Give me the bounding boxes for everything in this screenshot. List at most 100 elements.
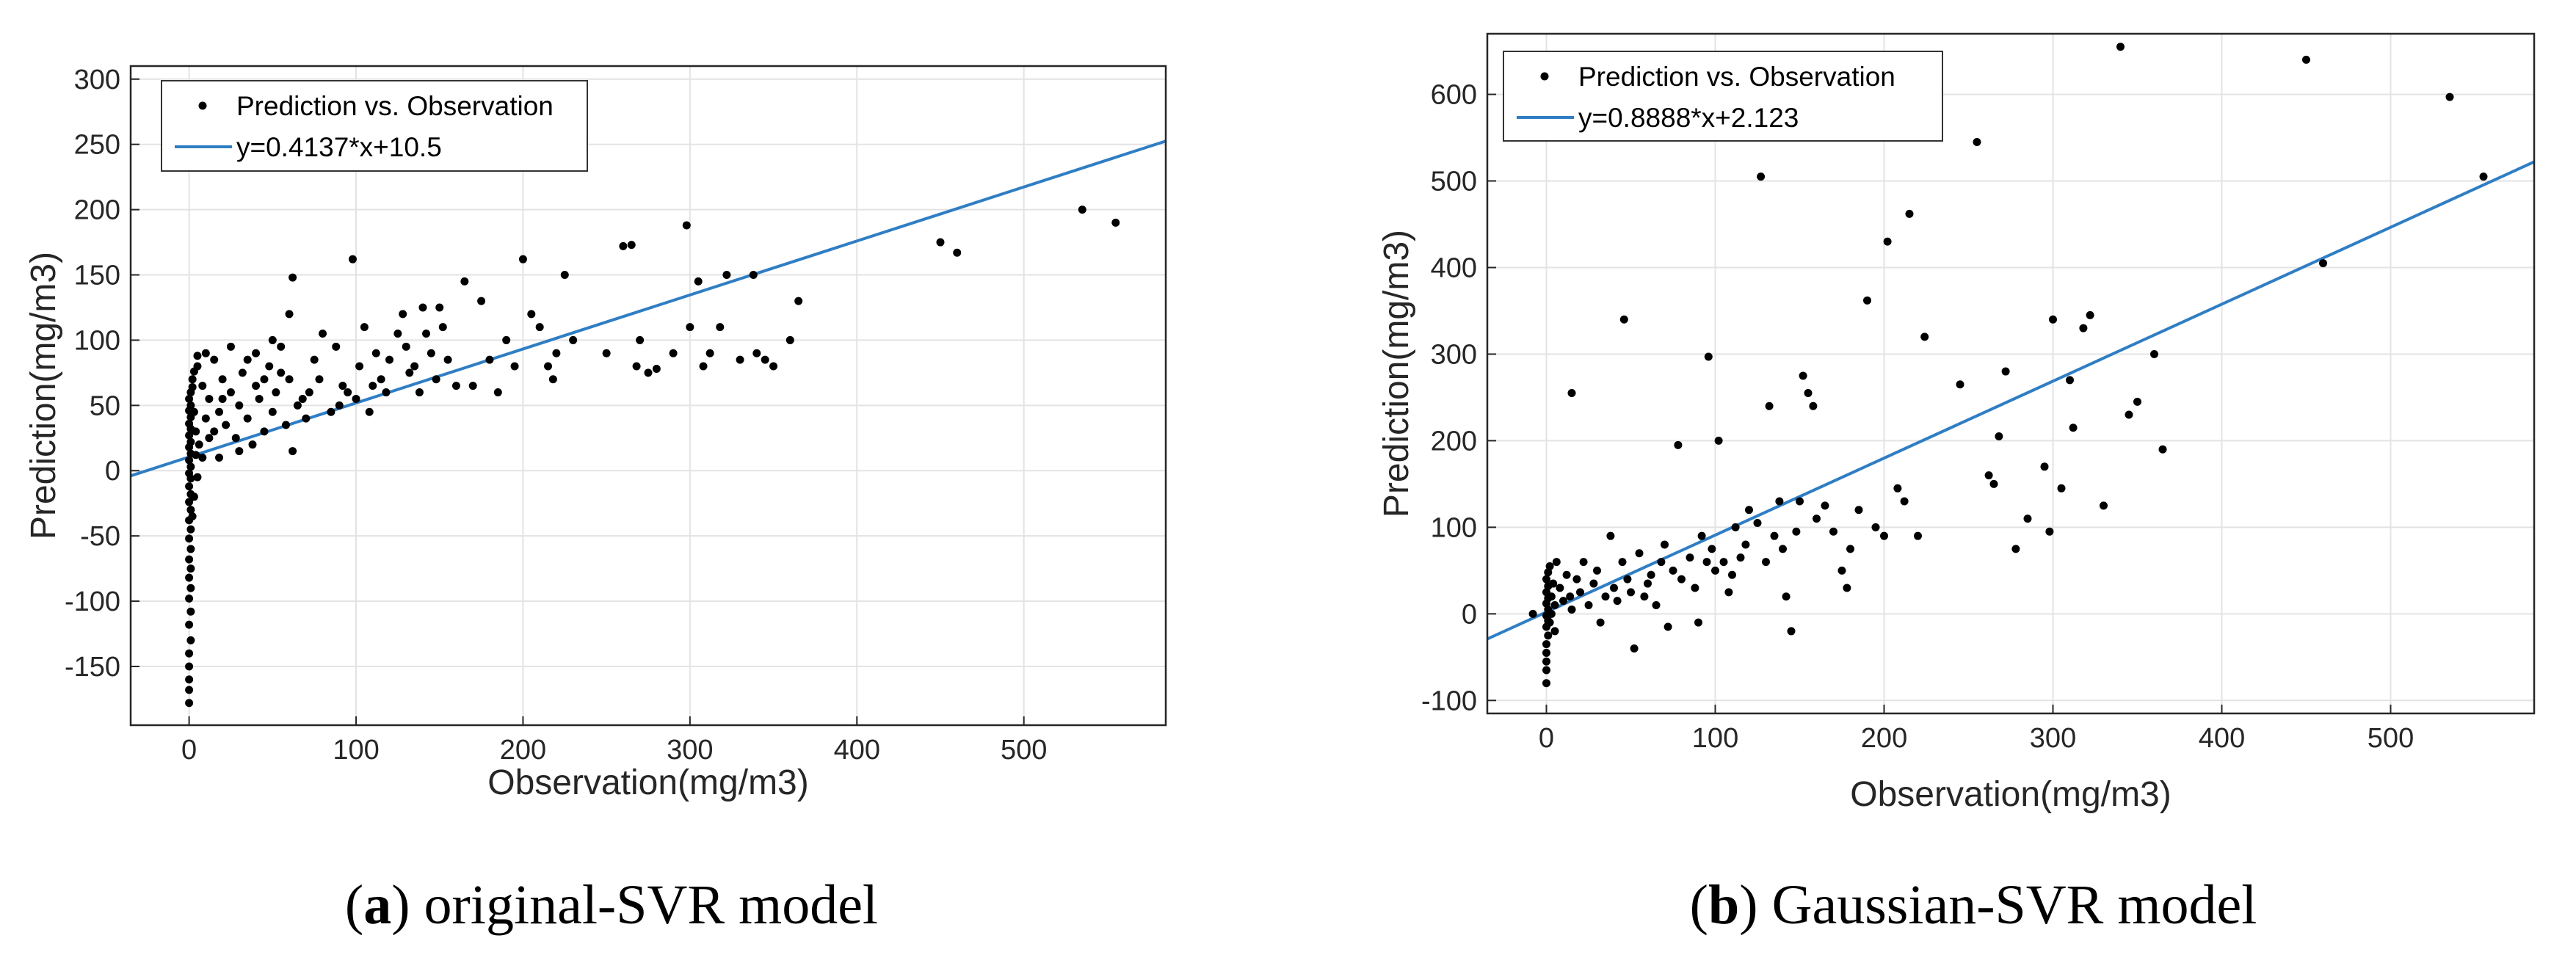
data-point xyxy=(260,375,269,384)
data-point xyxy=(298,394,307,403)
data-point xyxy=(2001,367,2010,376)
caption-title-b: Gaussian-SVR model xyxy=(1772,874,2257,936)
data-point xyxy=(460,277,469,286)
data-point xyxy=(355,362,364,371)
data-point xyxy=(1542,666,1550,675)
data-point xyxy=(344,388,352,397)
data-point xyxy=(1544,631,1553,640)
data-point xyxy=(185,620,194,629)
data-point xyxy=(1804,389,1813,398)
data-point xyxy=(289,447,297,456)
y-tick-label: 600 xyxy=(1431,80,1477,111)
y-tick-label: 50 xyxy=(90,390,120,421)
data-point xyxy=(293,401,302,410)
data-point xyxy=(548,375,557,384)
data-point xyxy=(201,349,210,357)
data-point xyxy=(405,368,414,377)
data-point xyxy=(410,362,419,371)
data-point xyxy=(192,451,200,459)
data-point xyxy=(238,368,247,377)
data-point xyxy=(1627,588,1635,597)
y-axis-label-a: Prediction(mg/m3) xyxy=(24,252,63,539)
data-point xyxy=(1623,575,1632,584)
data-point xyxy=(1550,601,1559,610)
data-point xyxy=(198,382,207,390)
data-point xyxy=(1556,584,1564,592)
data-point xyxy=(1782,592,1790,601)
scatter-points-a xyxy=(185,206,1120,708)
data-point xyxy=(1846,545,1854,553)
data-point xyxy=(193,352,202,360)
data-point xyxy=(193,473,202,481)
data-point xyxy=(1905,209,1914,218)
caption-a: (a) original-SVR model xyxy=(345,874,878,936)
data-point xyxy=(1542,648,1550,657)
data-point xyxy=(218,375,227,384)
data-point xyxy=(477,297,486,305)
data-point xyxy=(285,375,294,384)
x-tick-label: 300 xyxy=(2030,723,2076,754)
data-point xyxy=(438,323,447,332)
data-point xyxy=(185,649,194,658)
data-point xyxy=(1995,432,2003,441)
data-point xyxy=(1657,558,1666,567)
data-point xyxy=(1787,627,1796,636)
data-point xyxy=(682,221,691,230)
data-point xyxy=(186,564,195,573)
data-point xyxy=(652,365,661,374)
data-point xyxy=(185,456,194,465)
data-point xyxy=(282,421,290,429)
data-point xyxy=(1770,531,1779,540)
data-point xyxy=(265,362,274,371)
data-point xyxy=(2445,92,2454,101)
data-point xyxy=(736,355,744,364)
x-tick-label: 200 xyxy=(1861,723,1907,754)
x-tick-label: 100 xyxy=(1692,723,1738,754)
data-point xyxy=(1576,588,1584,597)
data-point xyxy=(451,382,460,390)
data-point xyxy=(1545,561,1554,570)
data-point xyxy=(418,303,427,312)
data-point xyxy=(1741,540,1750,549)
data-point xyxy=(1542,640,1550,649)
data-point xyxy=(627,241,636,250)
data-point xyxy=(953,248,962,257)
data-point xyxy=(1880,531,1888,540)
x-tick-label: 0 xyxy=(1539,723,1554,754)
data-point xyxy=(268,335,277,344)
data-point xyxy=(1728,570,1736,579)
data-point xyxy=(186,525,195,534)
data-point xyxy=(569,335,578,344)
y-tick-label: -50 xyxy=(80,521,120,552)
data-point xyxy=(1078,206,1086,214)
data-point xyxy=(185,686,194,694)
x-tick-label: 400 xyxy=(834,735,880,766)
data-point xyxy=(1528,609,1537,618)
data-point xyxy=(535,323,544,332)
data-point xyxy=(1542,575,1550,584)
data-point xyxy=(1837,566,1846,575)
data-point xyxy=(185,534,194,543)
data-point xyxy=(198,453,207,462)
data-point xyxy=(195,440,203,449)
data-point xyxy=(1630,644,1639,653)
data-point xyxy=(201,414,210,423)
data-point xyxy=(1547,592,1556,601)
data-point xyxy=(186,607,195,616)
data-point xyxy=(1719,558,1728,567)
data-point xyxy=(1796,497,1804,506)
data-point xyxy=(252,382,261,390)
data-point xyxy=(186,584,195,592)
data-point xyxy=(226,342,235,351)
data-point xyxy=(1792,527,1801,536)
x-tick-label: 400 xyxy=(2199,723,2245,754)
y-tick-label: 100 xyxy=(74,325,120,356)
data-point xyxy=(210,355,219,364)
data-point xyxy=(2069,424,2078,432)
data-point xyxy=(260,427,269,436)
data-point xyxy=(493,388,502,397)
data-point xyxy=(315,375,324,384)
data-point xyxy=(2133,397,2141,406)
data-point xyxy=(1757,172,1766,181)
data-point xyxy=(1745,506,1753,515)
